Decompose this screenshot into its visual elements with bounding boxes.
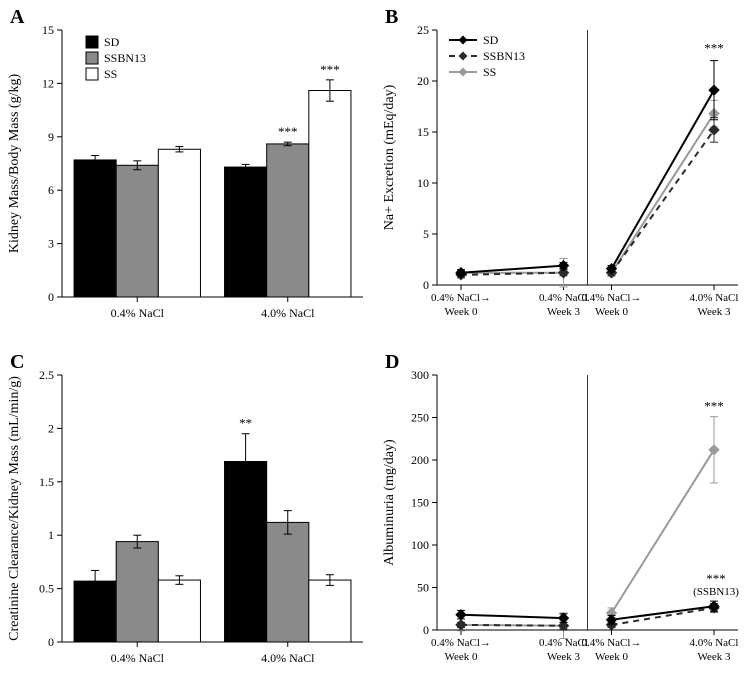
svg-text:5: 5 bbox=[423, 227, 429, 241]
svg-text:(SSBN13): (SSBN13) bbox=[693, 586, 739, 598]
svg-text:4.0% NaCl: 4.0% NaCl bbox=[261, 306, 315, 320]
svg-text:SSBN13: SSBN13 bbox=[104, 51, 146, 65]
svg-text:SD: SD bbox=[104, 35, 120, 49]
svg-text:6: 6 bbox=[48, 183, 54, 197]
panel-b-chart: 0 5 10 15 20 25 Na+ Excretion (mEq/day) 0.4% Na… bbox=[375, 0, 750, 345]
svg-text:250: 250 bbox=[411, 411, 429, 425]
svg-text:Creatinine Clearance/Kidney Ma: Creatinine Clearance/Kidney Mass (mL/min… bbox=[7, 376, 22, 641]
figure-grid: A 03691215Kidney Mass/Body Mass (g/kg)0.… bbox=[0, 0, 750, 690]
svg-text:50: 50 bbox=[417, 581, 429, 595]
svg-text:4.0% NaCl: 4.0% NaCl bbox=[261, 651, 315, 665]
svg-text:Albuminuria (mg/day): Albuminuria (mg/day) bbox=[382, 439, 397, 566]
svg-text:12: 12 bbox=[42, 76, 54, 90]
svg-text:Kidney Mass/Body Mass (g/kg): Kidney Mass/Body Mass (g/kg) bbox=[7, 74, 22, 254]
svg-text:1: 1 bbox=[48, 528, 54, 542]
svg-text:**: ** bbox=[239, 416, 252, 431]
svg-text:15: 15 bbox=[417, 125, 429, 139]
panel-a: A 0 3 6 9 12 15 Kidney Mass/Body Mass (g/kg) 0.… bbox=[0, 0, 375, 345]
svg-text:0: 0 bbox=[423, 623, 429, 637]
svg-text:Week 0: Week 0 bbox=[444, 651, 478, 663]
svg-text:200: 200 bbox=[411, 453, 429, 467]
svg-text:20: 20 bbox=[417, 74, 429, 88]
svg-text:Week 0: Week 0 bbox=[595, 306, 629, 318]
svg-text:Week 3: Week 3 bbox=[547, 306, 581, 318]
svg-text:25: 25 bbox=[417, 23, 429, 37]
svg-text:SS: SS bbox=[483, 65, 496, 79]
svg-text:SSBN13: SSBN13 bbox=[483, 49, 525, 63]
svg-text:1.5: 1.5 bbox=[39, 475, 54, 489]
svg-text:0: 0 bbox=[423, 278, 429, 292]
panel-d-label: D bbox=[385, 351, 399, 374]
svg-text:150: 150 bbox=[411, 496, 429, 510]
panel-c-label: C bbox=[10, 351, 24, 374]
svg-text:SS: SS bbox=[104, 67, 117, 81]
svg-text:4.0% NaCl: 4.0% NaCl bbox=[690, 292, 739, 304]
svg-text:Week 0: Week 0 bbox=[595, 651, 629, 663]
svg-text:100: 100 bbox=[411, 538, 429, 552]
panel-b: B 0 5 10 15 20 25 Na+ Excretion (mEq/day) 0.4% … bbox=[375, 0, 750, 345]
svg-text:0.4% NaCl→: 0.4% NaCl→ bbox=[431, 292, 491, 304]
svg-text:***: *** bbox=[320, 62, 340, 77]
panel-d: D 0 50 100 150 200 250 300 Albuminuria (mg/day)… bbox=[375, 345, 750, 690]
svg-text:Week 3: Week 3 bbox=[697, 306, 731, 318]
svg-text:3: 3 bbox=[48, 237, 54, 251]
svg-text:300: 300 bbox=[411, 368, 429, 382]
svg-text:10: 10 bbox=[417, 176, 429, 190]
panel-c-chart: 0 0.5 1 1.5 2 2.5 Creatinine Clearance/Kidney … bbox=[0, 345, 375, 690]
svg-text:4.0% NaCl: 4.0% NaCl bbox=[690, 637, 739, 649]
svg-text:15: 15 bbox=[42, 23, 54, 37]
panel-a-label: A bbox=[10, 6, 24, 29]
svg-text:0.5: 0.5 bbox=[39, 582, 54, 596]
svg-text:SD: SD bbox=[483, 33, 499, 47]
panel-d-chart: 0 50 100 150 200 250 300 Albuminuria (mg/day) 0.… bbox=[375, 345, 750, 690]
svg-text:Week 3: Week 3 bbox=[697, 651, 731, 663]
svg-text:***: *** bbox=[704, 41, 724, 56]
svg-text:0.4% NaCl→: 0.4% NaCl→ bbox=[582, 292, 642, 304]
svg-text:9: 9 bbox=[48, 130, 54, 144]
svg-text:0: 0 bbox=[48, 290, 54, 304]
panel-c: C 0 0.5 1 1.5 2 2.5 Creatinine Clearance/Kidne… bbox=[0, 345, 375, 690]
svg-text:2: 2 bbox=[48, 421, 54, 435]
svg-text:0: 0 bbox=[48, 635, 54, 649]
panel-a-chart: 0 3 6 9 12 15 Kidney Mass/Body Mass (g/kg) 0.4%… bbox=[0, 0, 375, 345]
svg-text:0.4% NaCl→: 0.4% NaCl→ bbox=[431, 637, 491, 649]
svg-text:Na+ Excretion (mEq/day): Na+ Excretion (mEq/day) bbox=[382, 84, 397, 230]
svg-text:Week 0: Week 0 bbox=[444, 306, 478, 318]
panel-b-label: B bbox=[385, 6, 398, 29]
svg-text:***: *** bbox=[706, 571, 726, 586]
svg-text:0.4% NaCl: 0.4% NaCl bbox=[111, 306, 165, 320]
svg-text:Week 3: Week 3 bbox=[547, 651, 581, 663]
svg-text:***: *** bbox=[704, 399, 724, 414]
svg-text:***: *** bbox=[278, 124, 298, 139]
svg-text:0.4% NaCl→: 0.4% NaCl→ bbox=[582, 637, 642, 649]
svg-text:2.5: 2.5 bbox=[39, 368, 54, 382]
svg-text:0.4% NaCl: 0.4% NaCl bbox=[111, 651, 165, 665]
